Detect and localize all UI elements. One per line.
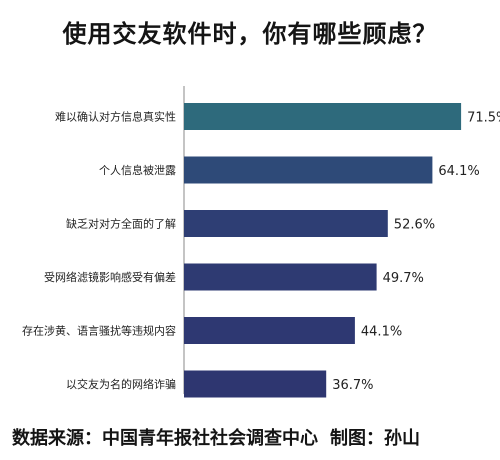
chart-title: 使用交友软件时，你有哪些顾虑？: [62, 20, 438, 48]
bar-6: [184, 370, 327, 398]
bar-3: [184, 210, 388, 237]
category-label-6: 以交友为名的网络诈骗: [66, 377, 176, 391]
value-label-5: 44.1%: [361, 325, 402, 340]
footer: 数据来源：中国青年报社社会调查中心 制图：孙山: [12, 424, 420, 450]
category-label-3: 缺乏对对方全面的了解: [66, 217, 176, 231]
category-label-5: 存在涉黄、语言骚扰等违规内容: [22, 324, 176, 338]
category-label-4: 受网络滤镜影响感受有偏差: [44, 270, 176, 284]
value-label-6: 36.7%: [332, 378, 373, 393]
category-label-2: 个人信息被泄露: [99, 163, 176, 177]
bar-2: [184, 156, 433, 184]
value-label-3: 52.6%: [394, 218, 435, 233]
bar-1: [184, 103, 462, 130]
bar-5: [184, 317, 355, 344]
value-label-1: 71.5%: [467, 111, 500, 126]
value-label-4: 49.7%: [383, 271, 424, 286]
source-text: 数据来源：中国青年报社社会调查中心: [12, 428, 318, 449]
credit-text: 制图：孙山: [330, 428, 420, 449]
bar-4: [184, 263, 377, 291]
value-label-2: 64.1%: [438, 164, 479, 179]
category-label-1: 难以确认对方信息真实性: [55, 110, 176, 124]
